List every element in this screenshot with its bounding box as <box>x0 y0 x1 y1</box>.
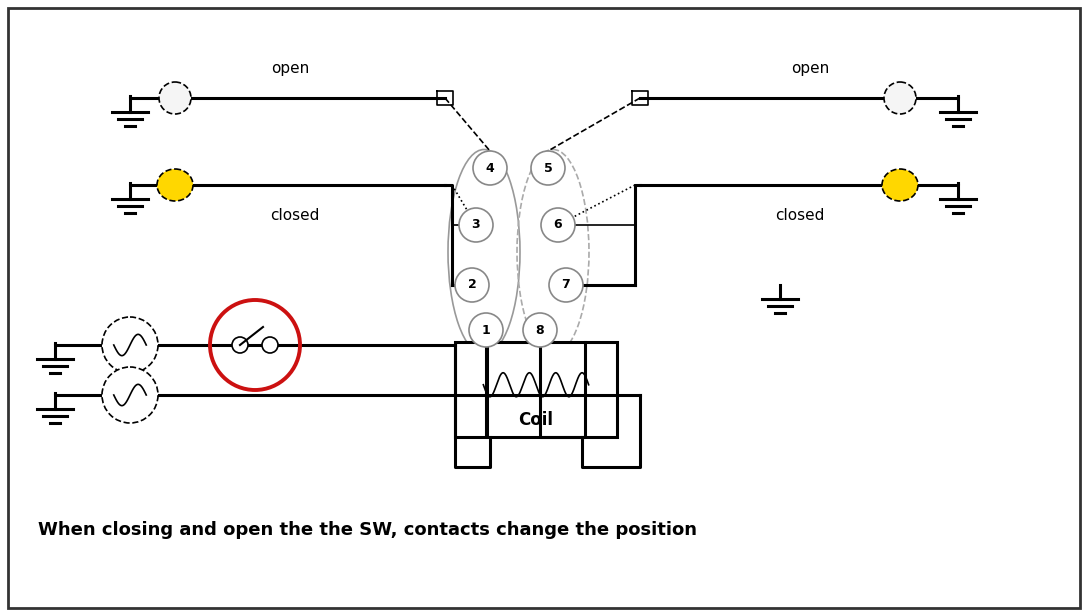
Text: 2: 2 <box>468 278 477 291</box>
Circle shape <box>523 313 557 347</box>
Circle shape <box>459 208 493 242</box>
Circle shape <box>531 151 565 185</box>
Ellipse shape <box>157 169 193 201</box>
Circle shape <box>455 268 489 302</box>
Text: open: open <box>271 60 309 76</box>
Text: 4: 4 <box>485 161 494 174</box>
Text: closed: closed <box>776 208 825 222</box>
Ellipse shape <box>882 169 918 201</box>
Text: 6: 6 <box>554 219 562 232</box>
Text: 7: 7 <box>561 278 570 291</box>
Circle shape <box>232 337 248 353</box>
Circle shape <box>549 268 583 302</box>
Circle shape <box>102 367 158 423</box>
Circle shape <box>262 337 279 353</box>
Ellipse shape <box>883 82 916 114</box>
Ellipse shape <box>159 82 191 114</box>
Text: 8: 8 <box>535 323 544 336</box>
Text: 1: 1 <box>482 323 491 336</box>
Text: closed: closed <box>270 208 320 222</box>
Circle shape <box>469 313 503 347</box>
Circle shape <box>541 208 574 242</box>
Text: 5: 5 <box>544 161 553 174</box>
Text: open: open <box>791 60 829 76</box>
Text: 3: 3 <box>472 219 480 232</box>
Text: Coil: Coil <box>519 411 554 429</box>
Circle shape <box>473 151 507 185</box>
Circle shape <box>102 317 158 373</box>
Text: When closing and open the the SW, contacts change the position: When closing and open the the SW, contac… <box>38 521 697 539</box>
FancyBboxPatch shape <box>455 342 617 437</box>
